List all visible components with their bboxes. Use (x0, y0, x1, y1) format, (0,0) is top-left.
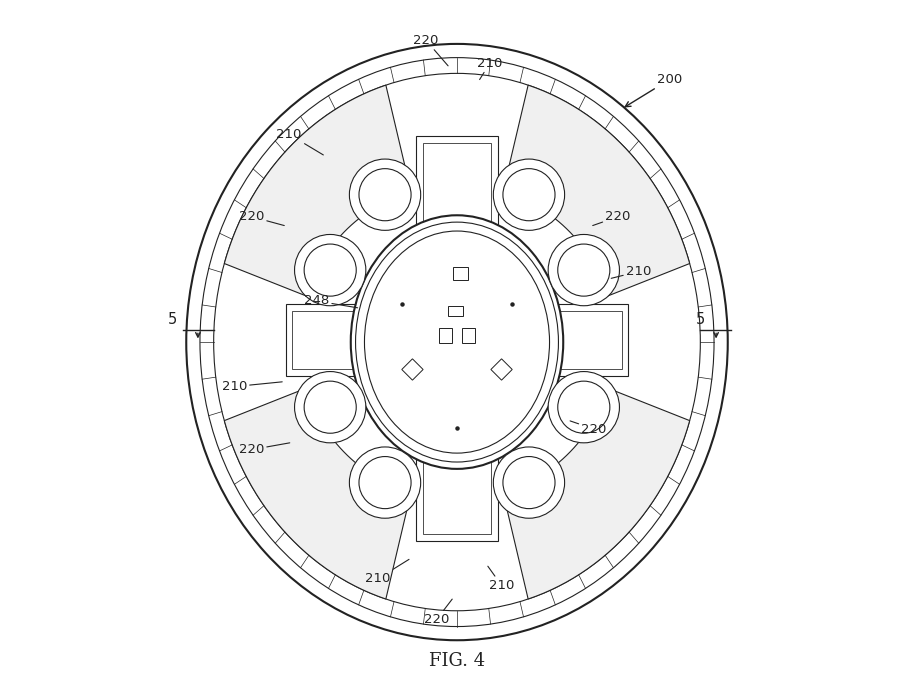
Bar (462, 328, 474, 343)
Circle shape (494, 447, 565, 518)
Text: 210: 210 (276, 128, 324, 155)
Bar (440, 328, 452, 343)
Polygon shape (503, 85, 690, 296)
Circle shape (294, 372, 366, 443)
Text: 210: 210 (611, 265, 652, 278)
Text: 220: 220 (592, 210, 631, 225)
Circle shape (494, 159, 565, 230)
Bar (423, 448, 491, 534)
Circle shape (349, 447, 420, 518)
Bar (423, 143, 491, 229)
Text: 220: 220 (424, 599, 452, 626)
Polygon shape (224, 388, 411, 599)
Circle shape (548, 372, 620, 443)
Text: 5: 5 (696, 312, 705, 327)
Text: 5: 5 (168, 312, 177, 327)
Text: FIG. 4: FIG. 4 (429, 652, 485, 670)
Text: 210: 210 (477, 57, 503, 79)
Bar (416, 136, 498, 236)
Bar (543, 311, 622, 370)
Bar (416, 442, 498, 541)
Circle shape (349, 159, 420, 230)
Bar (453, 267, 468, 280)
Circle shape (548, 234, 620, 305)
Text: 220: 220 (239, 210, 284, 225)
Bar (448, 306, 463, 316)
Text: 220: 220 (413, 34, 448, 66)
Bar (292, 311, 371, 370)
Circle shape (294, 234, 366, 305)
Bar (536, 304, 628, 377)
Ellipse shape (351, 216, 563, 469)
Text: 248: 248 (303, 294, 357, 307)
Bar (402, 359, 423, 380)
Bar (286, 304, 378, 377)
Text: 220: 220 (239, 443, 290, 456)
Text: 220: 220 (570, 421, 607, 435)
Ellipse shape (365, 231, 549, 453)
Bar (491, 359, 512, 380)
Text: 200: 200 (625, 73, 682, 106)
Polygon shape (503, 388, 690, 599)
Text: 210: 210 (366, 559, 409, 585)
Text: 210: 210 (488, 566, 515, 592)
Polygon shape (224, 85, 411, 296)
Ellipse shape (186, 44, 728, 641)
Ellipse shape (214, 73, 700, 611)
Text: 210: 210 (221, 380, 282, 393)
